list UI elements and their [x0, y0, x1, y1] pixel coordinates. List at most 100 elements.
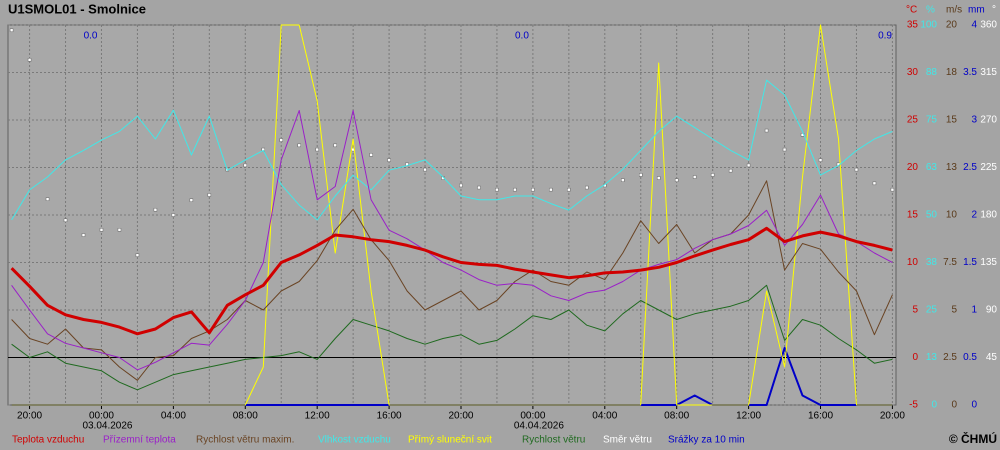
direction-marker: [63, 218, 68, 223]
direction-marker: [692, 175, 697, 179]
y-tick-label: -5: [909, 400, 918, 411]
direction-marker: [423, 167, 427, 172]
y-tick-label: 7.5: [943, 257, 957, 268]
y-tick-label: 10: [907, 257, 919, 268]
x-tick-label: 16:00: [808, 411, 833, 422]
y-tick-label: 4: [971, 20, 977, 31]
y-tick-label: 90: [986, 305, 998, 316]
y-tick-label: 20: [907, 162, 919, 173]
y-tick-label: 0: [931, 400, 937, 411]
y-tick-label: 10: [946, 210, 958, 221]
direction-marker: [189, 198, 194, 202]
direction-marker: [333, 143, 337, 148]
series-line: [11, 110, 893, 371]
chart-title: U1SMOL01 - Smolnice: [8, 1, 146, 16]
direction-marker: [369, 153, 373, 157]
direction-marker: [872, 181, 877, 186]
axis-unit: °: [992, 5, 996, 16]
x-tick-label: 20:00: [448, 411, 473, 422]
y-tick-label: 25: [926, 305, 938, 316]
direction-marker: [27, 58, 32, 62]
direction-marker: [585, 185, 589, 190]
direction-marker: [531, 187, 535, 192]
y-tick-label: 2: [971, 210, 977, 221]
direction-marker: [81, 233, 86, 237]
series-line: [11, 79, 893, 221]
direction-marker: [153, 207, 158, 212]
y-tick-label: 3.5: [963, 67, 977, 78]
legend-entry: Přízemní teplota: [103, 435, 176, 446]
direction-marker: [854, 167, 859, 172]
direction-marker: [764, 128, 769, 133]
direction-marker: [495, 187, 499, 192]
y-tick-label: 0: [971, 400, 977, 411]
direction-marker: [45, 197, 50, 201]
x-tick-label: 00:00: [520, 411, 545, 422]
direction-marker: [99, 228, 104, 232]
x-tick-label: 12:00: [305, 411, 330, 422]
direction-marker: [477, 185, 481, 190]
direction-marker: [315, 147, 319, 152]
direction-marker: [117, 228, 122, 232]
y-tick-label: 225: [980, 162, 997, 173]
x-tick-label: 08:00: [664, 411, 689, 422]
y-tick-label: 20: [946, 20, 958, 31]
axis-unit: %: [926, 5, 935, 16]
direction-marker: [513, 187, 517, 192]
y-tick-label: 135: [980, 257, 997, 268]
y-tick-label: 30: [907, 67, 919, 78]
y-tick-label: 25: [907, 115, 919, 126]
axis-unit: mm: [968, 5, 985, 16]
y-tick-label: 0.5: [963, 352, 977, 363]
axis-unit: m/s: [946, 5, 962, 16]
direction-marker: [207, 193, 212, 197]
direction-marker: [135, 253, 140, 257]
y-tick-label: 38: [926, 257, 938, 268]
y-tick-label: 75: [926, 115, 938, 126]
legend-entry: Srážky za 10 min: [668, 435, 745, 446]
y-tick-label: 3: [971, 115, 977, 126]
y-tick-label: 5: [912, 305, 918, 316]
y-tick-label: 1.5: [963, 257, 977, 268]
direction-marker: [782, 147, 787, 152]
y-tick-label: 13: [926, 352, 938, 363]
legend-entry: Rychlost větru: [522, 435, 585, 446]
axis-unit: °C: [906, 5, 917, 16]
direction-marker: [728, 168, 733, 173]
y-tick-label: 270: [980, 115, 997, 126]
daily-precip: 0.0: [84, 31, 98, 42]
direction-marker: [710, 173, 715, 177]
y-tick-label: 2.5: [963, 162, 977, 173]
y-tick-label: 0: [951, 400, 957, 411]
series-line: [11, 24, 893, 406]
direction-marker: [638, 173, 643, 177]
legend-entry: Teplota vzduchu: [12, 435, 84, 446]
y-tick-label: 13: [946, 162, 958, 173]
direction-marker: [656, 176, 661, 180]
y-tick-label: 5: [951, 305, 957, 316]
direction-marker: [674, 178, 679, 182]
direction-marker: [171, 213, 176, 217]
direction-marker: [549, 187, 553, 192]
direction-marker: [279, 138, 283, 142]
direction-marker: [746, 163, 751, 168]
date-label: 04.04.2026: [514, 421, 564, 432]
y-tick-label: 35: [907, 20, 919, 31]
series-line: [11, 284, 893, 391]
direction-marker: [459, 183, 463, 188]
y-tick-label: 1: [971, 305, 977, 316]
legend-entry: Vlhkost vzduchu: [318, 435, 391, 446]
legend-entry: Směr větru: [603, 435, 652, 446]
y-tick-label: 0: [912, 352, 918, 363]
daily-precip: 0.0: [515, 31, 529, 42]
x-tick-label: 04:00: [161, 411, 186, 422]
x-tick-label: 04:00: [592, 411, 617, 422]
series-line: [10, 226, 893, 336]
direction-marker: [890, 187, 895, 192]
direction-marker: [243, 163, 248, 168]
x-tick-label: 20:00: [880, 411, 905, 422]
direction-marker: [621, 178, 625, 182]
y-tick-label: 50: [926, 210, 938, 221]
direction-marker: [387, 158, 391, 162]
y-tick-label: 18: [946, 67, 958, 78]
